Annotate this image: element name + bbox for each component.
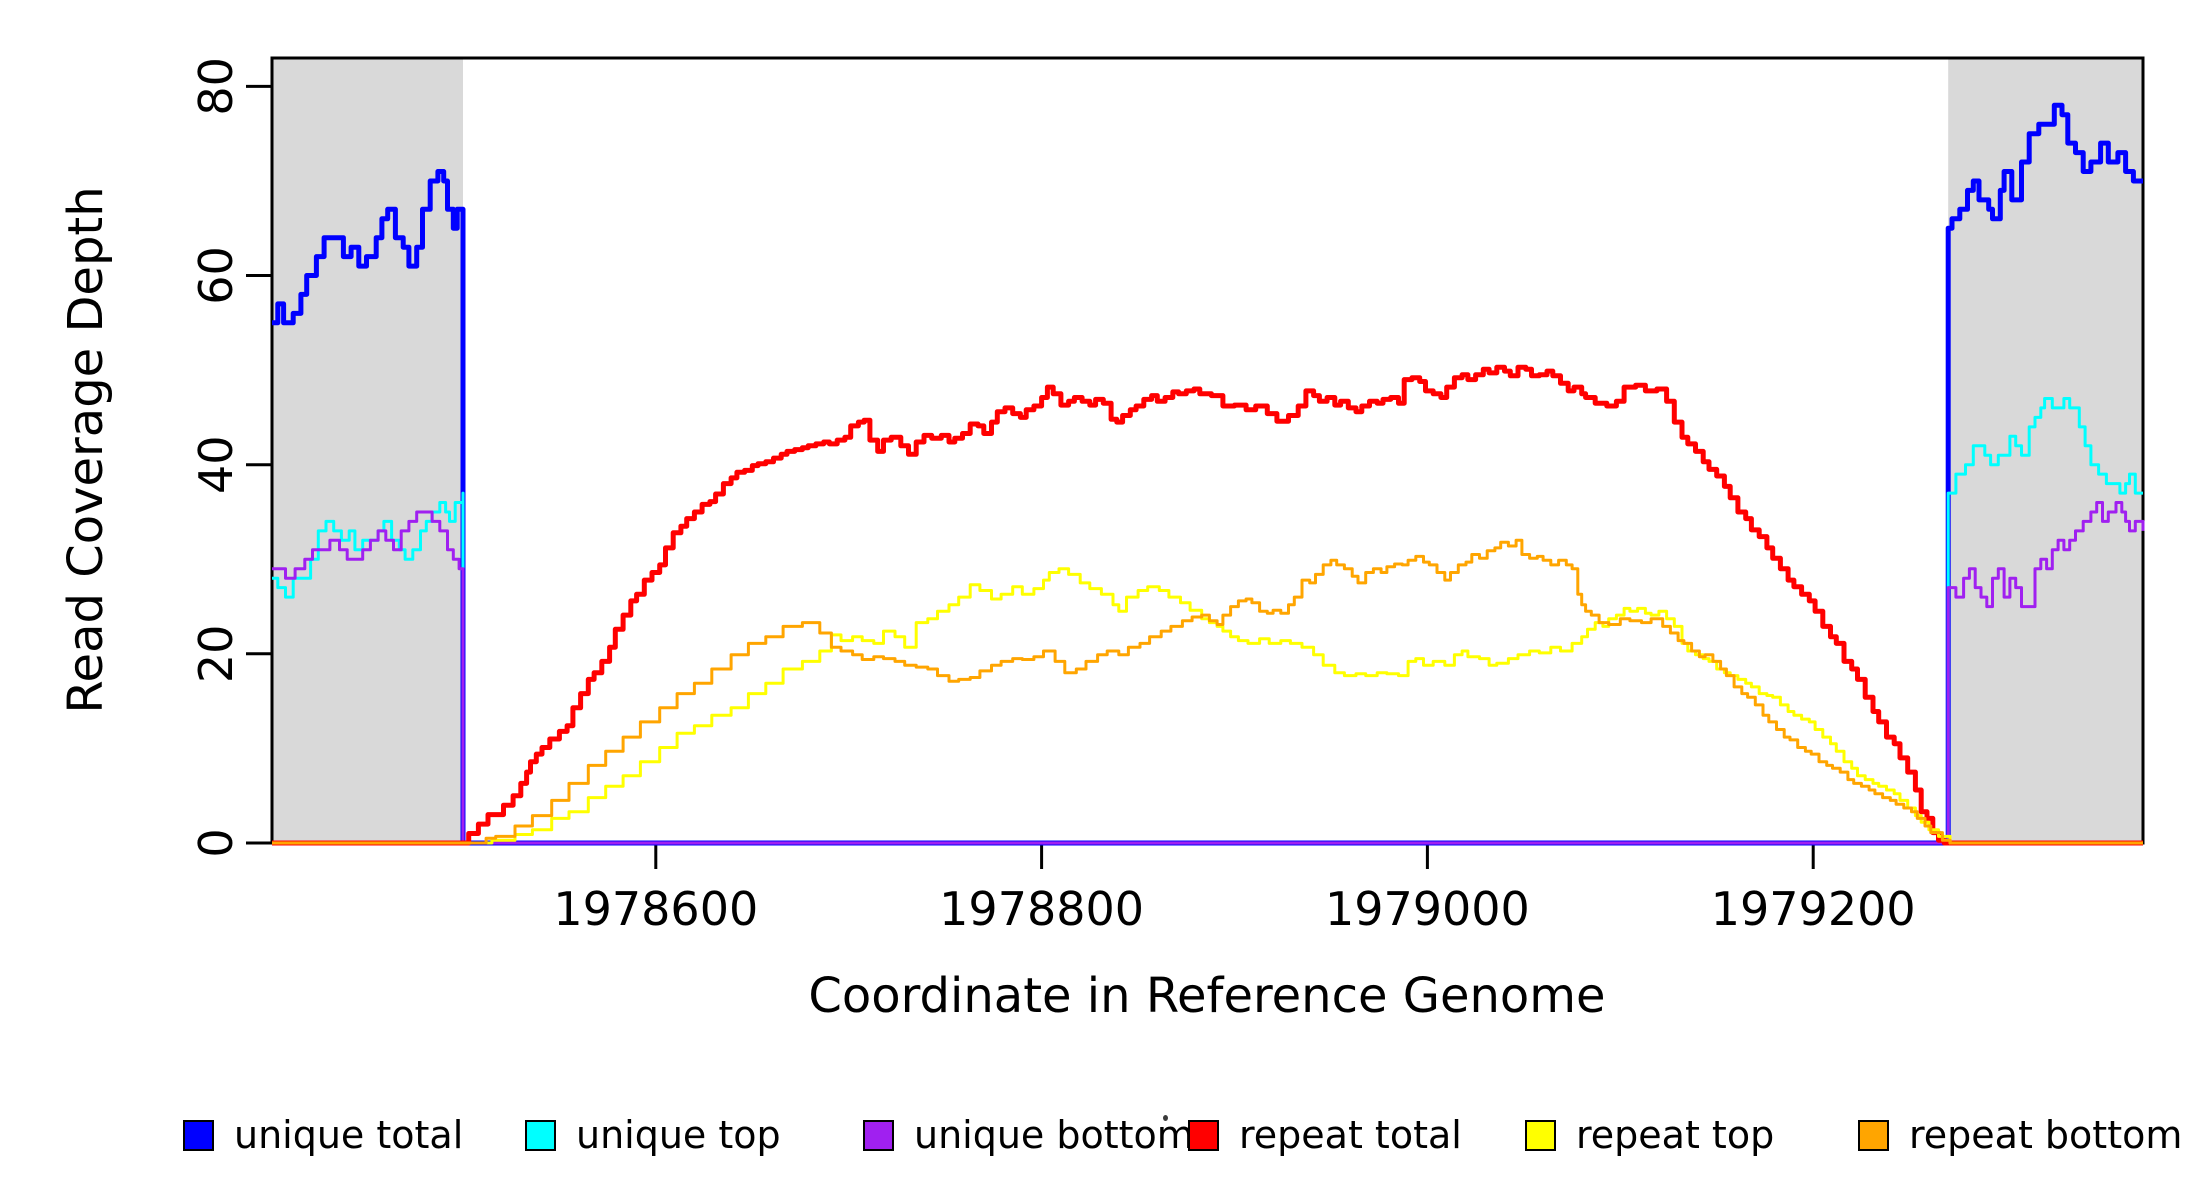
x-tick-label: 1979000 — [1325, 882, 1530, 936]
legend-item-repeat-total: repeat total — [1188, 1112, 1462, 1158]
legend-item-unique-top: unique top — [525, 1112, 781, 1158]
legend-swatch-unique-total — [183, 1119, 214, 1151]
legend-label: unique total — [234, 1113, 464, 1157]
legend-item-repeat-bottom: repeat bottom — [1858, 1112, 2182, 1158]
legend: unique total unique top unique bottom re… — [0, 1112, 2200, 1172]
shaded-region-bands — [272, 58, 2143, 843]
legend-swatch-repeat-total — [1188, 1119, 1219, 1151]
legend-label: repeat top — [1576, 1113, 1775, 1157]
y-tick-label: 80 — [189, 57, 243, 116]
x-axis-title: Coordinate in Reference Genome — [808, 968, 1605, 1024]
legend-label: unique top — [576, 1113, 781, 1157]
legend-swatch-repeat-bottom — [1858, 1119, 1889, 1151]
shaded-band — [1948, 58, 2143, 843]
y-axis-title: Read Coverage Depth — [58, 186, 114, 713]
y-tick-label: 60 — [189, 246, 243, 305]
x-tick-label: 1978800 — [939, 882, 1144, 936]
y-tick-label: 40 — [189, 435, 243, 494]
x-tick-label: 1979200 — [1711, 882, 1916, 936]
series-line-unique-total — [272, 102, 2143, 846]
series-line-repeat-total — [272, 364, 2143, 846]
shaded-band — [272, 58, 463, 843]
series-line-unique-bottom — [272, 501, 2145, 845]
y-tick-label: 0 — [189, 828, 243, 857]
legend-label: repeat total — [1239, 1113, 1462, 1157]
legend-label: repeat bottom — [1909, 1113, 2183, 1157]
stray-dot-mark — [1163, 1115, 1168, 1121]
y-tick-label: 20 — [189, 625, 243, 684]
series-line-repeat-top — [272, 567, 2143, 845]
legend-swatch-unique-top — [525, 1119, 556, 1151]
series-line-repeat-bottom — [272, 538, 2143, 845]
series-line-unique-top — [272, 397, 2143, 845]
legend-swatch-repeat-top — [1525, 1119, 1556, 1151]
plot-border-box — [270, 56, 2145, 845]
legend-item-repeat-top: repeat top — [1525, 1112, 1774, 1158]
legend-item-unique-bottom: unique bottom — [863, 1112, 1194, 1158]
data-series-lines — [272, 102, 2145, 846]
legend-label: unique bottom — [914, 1113, 1194, 1157]
axis-ticks: 1978600 1978800 1979000 1979200 0 20 40 60 80 — [189, 57, 1916, 936]
legend-item-unique-total: unique total — [183, 1112, 463, 1158]
x-tick-label: 1978600 — [553, 882, 758, 936]
legend-swatch-unique-bottom — [863, 1119, 894, 1151]
